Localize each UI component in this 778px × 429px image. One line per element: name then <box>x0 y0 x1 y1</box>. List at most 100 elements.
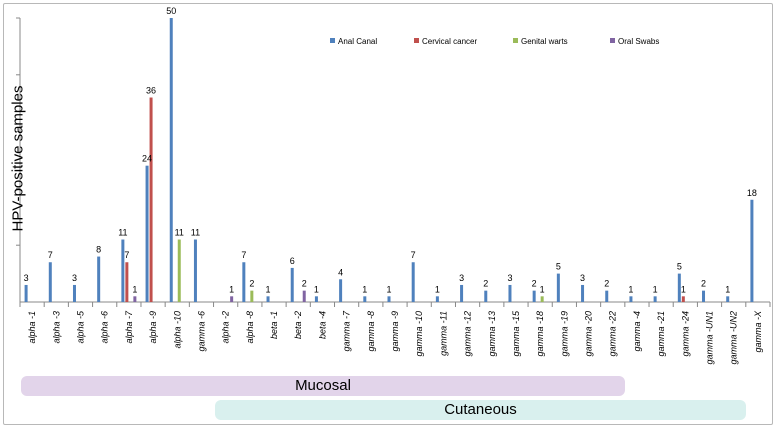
data-label: 1 <box>628 284 633 294</box>
bar <box>411 262 415 302</box>
data-label: 3 <box>459 273 464 283</box>
data-label: 1 <box>653 284 658 294</box>
x-tick-label: gamma -19 <box>559 311 569 357</box>
x-tick-label: gamma -15 <box>511 310 521 357</box>
data-label: 36 <box>146 86 156 96</box>
data-label: 7 <box>48 250 53 260</box>
data-label: 1 <box>725 284 730 294</box>
bar <box>581 284 585 302</box>
bar <box>169 18 173 302</box>
bar <box>230 296 234 302</box>
data-label: 1 <box>681 284 686 294</box>
data-label: 7 <box>411 250 416 260</box>
data-label: 1 <box>435 284 440 294</box>
x-tick-label: alpha -6 <box>100 311 110 344</box>
data-label: 5 <box>677 262 682 272</box>
bar <box>363 296 367 302</box>
data-label: 3 <box>24 273 29 283</box>
x-tick-label: gamma -12 <box>463 311 473 357</box>
data-label: 11 <box>118 228 127 238</box>
bar <box>149 97 153 303</box>
data-label: 4 <box>338 267 343 277</box>
legend-swatch-genital-warts <box>513 38 518 43</box>
x-tick-label: gamma -11 <box>438 311 448 356</box>
data-label: 1 <box>314 284 319 294</box>
x-tick-label: gamma -9 <box>390 311 400 352</box>
x-tick-label: gamma -10 <box>414 311 424 357</box>
data-label: 1 <box>132 284 137 294</box>
legend-swatch-oral-swabs <box>610 38 615 43</box>
x-tick-label: alpha -5 <box>75 310 85 344</box>
x-tick-label: alpha -3 <box>51 311 61 344</box>
x-tick-label: gamma -13 <box>487 311 497 357</box>
data-label: 1 <box>386 284 391 294</box>
bar <box>145 165 149 302</box>
bar <box>532 290 536 302</box>
group-band-cutaneous: Cutaneous <box>215 400 746 420</box>
x-tick-label: gamma -UN2 <box>729 311 739 365</box>
legend-label-cervical-cancer: Cervical cancer <box>422 37 477 46</box>
x-tick-label: alpha -8 <box>245 311 255 344</box>
bar <box>339 279 343 302</box>
bar <box>540 296 544 302</box>
bar <box>193 239 197 302</box>
bar <box>653 296 657 302</box>
bar <box>508 284 512 302</box>
bar <box>556 273 560 302</box>
x-tick-label: gamma -18 <box>535 311 545 357</box>
legend-label-oral-swabs: Oral Swabs <box>618 37 659 46</box>
bar <box>460 284 464 302</box>
data-label: 7 <box>241 250 246 260</box>
data-label: 2 <box>532 279 537 289</box>
x-tick-label: gamma -22 <box>608 311 618 357</box>
group-band-mucosal: Mucosal <box>21 376 625 396</box>
bar <box>133 296 137 302</box>
data-label: 50 <box>166 6 176 16</box>
x-tick-label: alpha -2 <box>221 311 231 344</box>
data-label: 2 <box>302 279 307 289</box>
x-tick-label: gamma -4 <box>632 311 642 352</box>
x-tick-label: gamma -21 <box>656 311 666 357</box>
bar <box>266 296 270 302</box>
data-label: 11 <box>191 228 200 238</box>
bar <box>387 296 391 302</box>
x-tick-label: gamma -24 <box>680 311 690 357</box>
data-label: 11 <box>175 228 184 238</box>
x-tick-label: gamma -X <box>753 310 763 353</box>
bar <box>121 239 125 302</box>
bar <box>250 290 254 302</box>
bar <box>24 284 28 302</box>
bar <box>302 290 306 302</box>
bar <box>677 273 681 302</box>
data-label: 3 <box>72 273 77 283</box>
data-label: 7 <box>124 250 129 260</box>
x-tick-label: alpha -1 <box>27 311 37 344</box>
bar <box>72 284 76 302</box>
data-label: 2 <box>701 279 706 289</box>
bar <box>242 262 246 302</box>
data-label: 6 <box>290 256 295 266</box>
x-tick-label: beta -2 <box>293 311 303 339</box>
data-label: 1 <box>540 284 545 294</box>
x-tick-label: beta -4 <box>317 311 327 339</box>
bar <box>726 296 730 302</box>
bar <box>125 262 129 302</box>
legend-label-genital-warts: Genital warts <box>521 37 568 46</box>
data-label: 8 <box>96 245 101 255</box>
bar <box>629 296 633 302</box>
data-label: 2 <box>604 279 609 289</box>
bar <box>702 290 706 302</box>
data-label: 3 <box>507 273 512 283</box>
data-label: 2 <box>483 279 488 289</box>
bar <box>605 290 609 302</box>
x-tick-label: alpha -9 <box>148 311 158 344</box>
x-tick-label: alpha -7 <box>124 310 134 344</box>
x-tick-label: gamma -8 <box>366 311 376 352</box>
x-tick-label: gamma -6 <box>196 311 206 352</box>
data-label: 1 <box>266 284 271 294</box>
bar <box>750 199 754 302</box>
x-tick-label: alpha -10 <box>172 311 182 349</box>
x-tick-label: beta -1 <box>269 311 279 339</box>
bar <box>484 290 488 302</box>
data-label: 1 <box>229 284 234 294</box>
